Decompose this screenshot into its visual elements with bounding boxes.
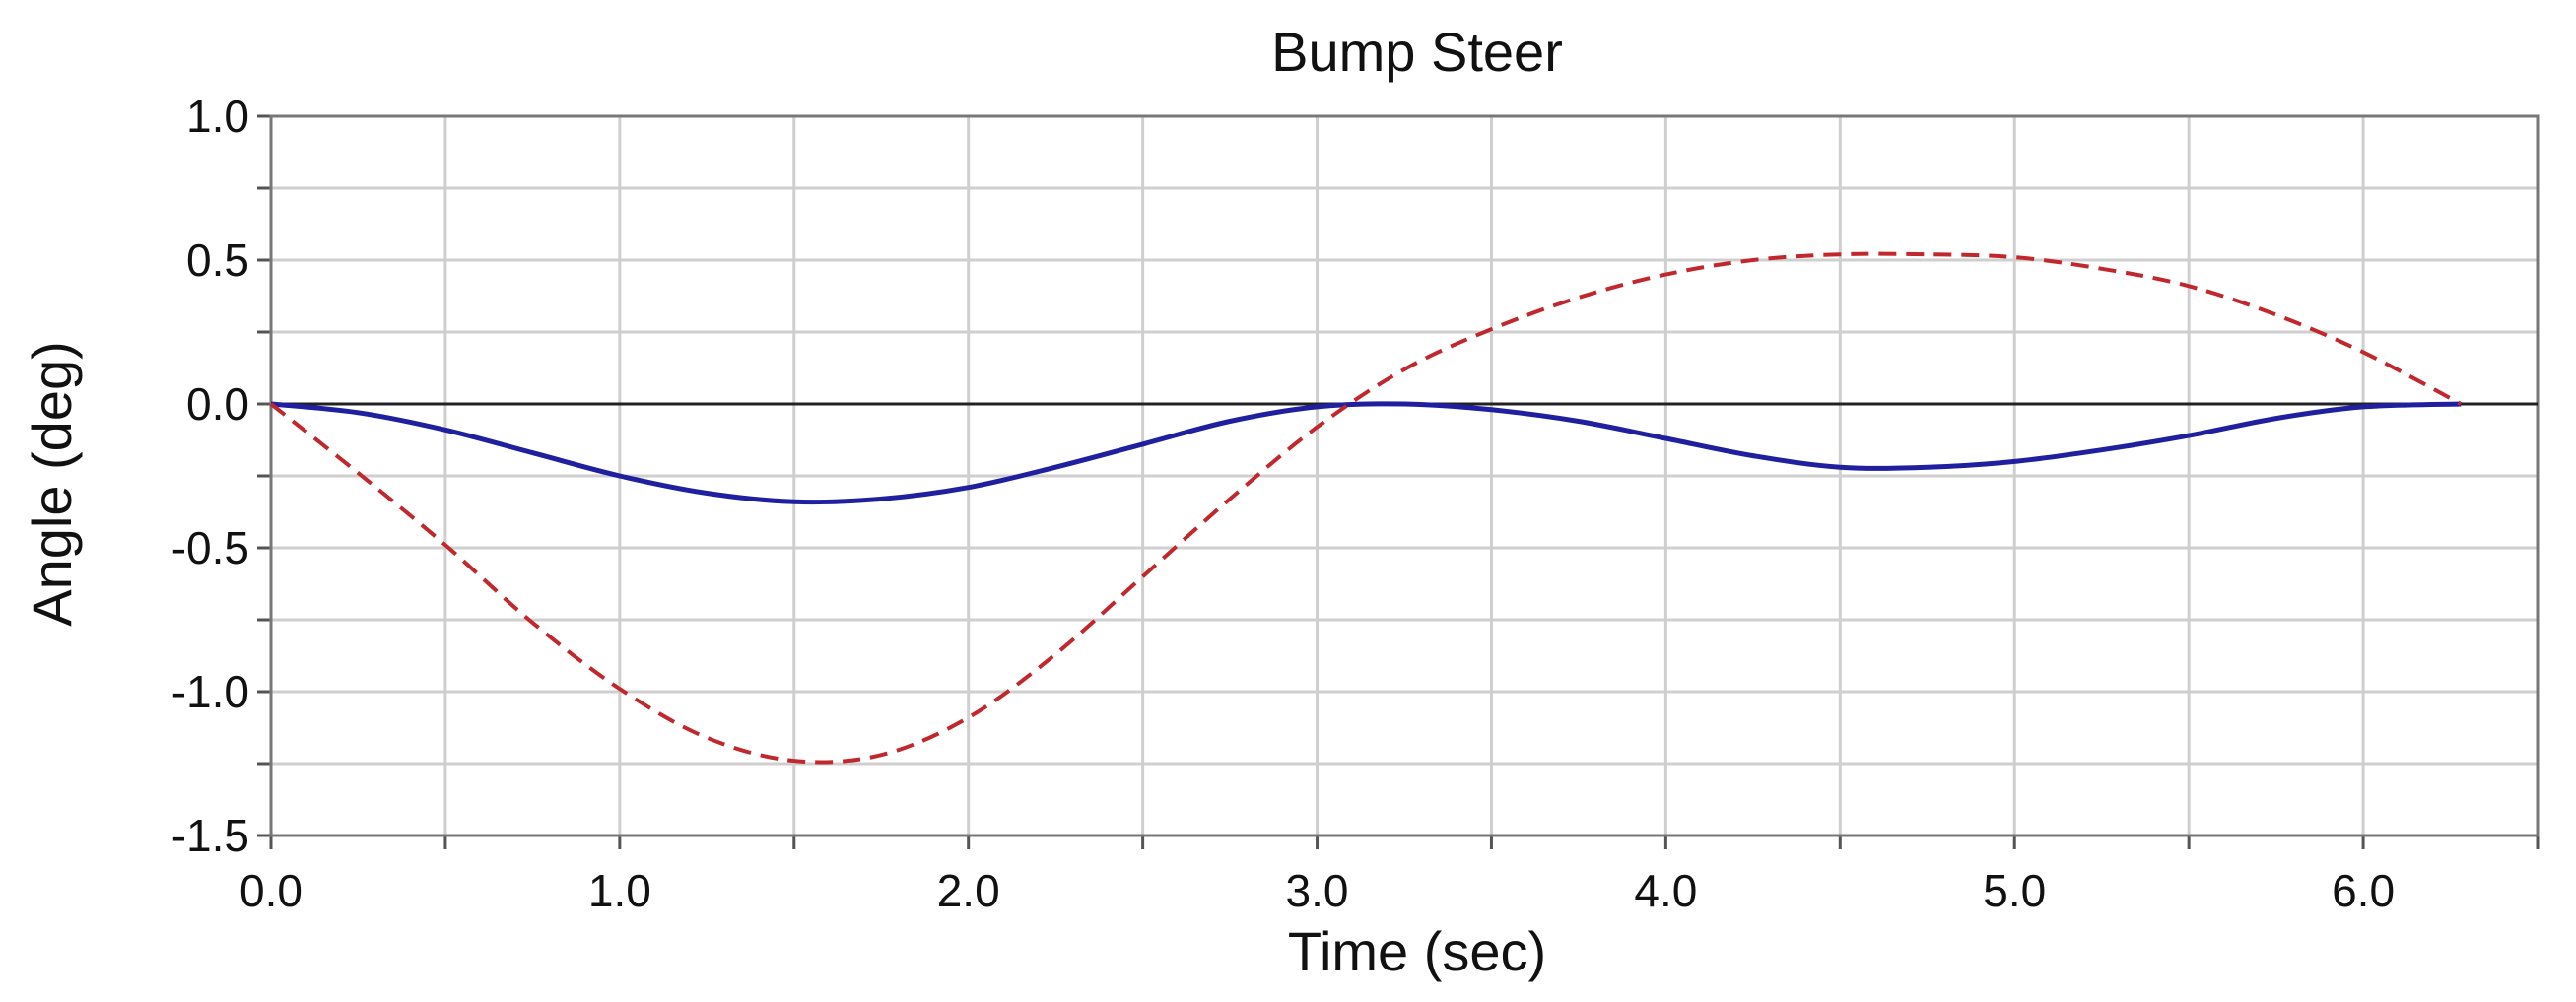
- x-tick-label: 1.0: [588, 865, 651, 916]
- x-tick-label: 5.0: [1983, 865, 2046, 916]
- y-tick-label: -1.5: [171, 810, 249, 861]
- y-tick-label: -0.5: [171, 522, 249, 573]
- x-tick-label: 0.0: [239, 865, 303, 916]
- x-tick-label: 6.0: [2332, 865, 2395, 916]
- series-layer: [269, 251, 2463, 765]
- y-tick-label: 1.0: [186, 91, 249, 142]
- series-line-solid: [270, 401, 2462, 505]
- text-layer: Bump Steer Time (sec) Angle (deg) 0.0 1.0…: [21, 21, 2395, 982]
- y-tick-label: 0.5: [186, 234, 249, 286]
- y-tick-label: -1.0: [171, 666, 249, 717]
- plot-frame: [269, 114, 2540, 837]
- chart-title: Bump Steer: [1271, 21, 1563, 83]
- series-line-dashed: [269, 251, 2463, 765]
- x-tick-label: 4.0: [1634, 865, 1697, 916]
- x-axis-title: Time (sec): [1288, 920, 1546, 982]
- y-tick-label: 0.0: [186, 378, 249, 430]
- x-tick-label: 2.0: [937, 865, 1000, 916]
- plot-frame-layer: [257, 114, 2540, 849]
- x-tick-label: 3.0: [1286, 865, 1349, 916]
- y-axis-title: Angle (deg): [21, 341, 83, 627]
